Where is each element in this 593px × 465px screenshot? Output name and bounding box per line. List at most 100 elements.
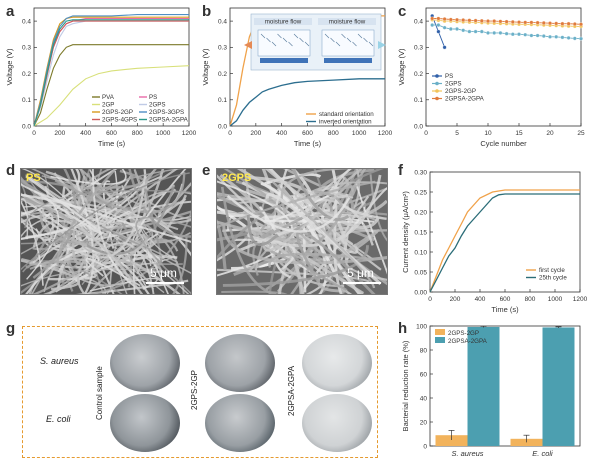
inset-device [257, 29, 311, 57]
x-tick-label: 800 [328, 130, 339, 137]
sem-fibers-2gps [217, 169, 387, 294]
data-point [461, 18, 466, 23]
legend-label: 2GPS [149, 102, 166, 109]
data-point [572, 22, 577, 26]
inset-molecule [266, 37, 271, 43]
data-point [473, 29, 478, 34]
dish-2gps-2gp-s-aureus [205, 334, 275, 392]
legend-label: 2GPSA-2GPA [448, 338, 488, 345]
data-point [572, 36, 577, 41]
inset-molecule [324, 33, 330, 39]
sem-tag-2gps: 2GPS [222, 172, 252, 184]
data-point [498, 19, 503, 24]
data-point [560, 35, 565, 40]
x-tick-label: 1000 [352, 130, 367, 137]
fiber [50, 169, 127, 185]
chart-f-current: 0 200 400 600 800 1000 1200 0.00 0.05 0.10 0.15 0.2… [401, 169, 588, 314]
data-point [442, 17, 447, 21]
fiber [136, 194, 188, 255]
data-point [498, 30, 503, 35]
x-tick-label: 600 [106, 130, 117, 137]
inset-arrow-right [378, 41, 386, 49]
legend-label: PS [445, 73, 453, 80]
sem-image-ps [20, 168, 192, 295]
fiber [254, 181, 387, 271]
x-tick-label: 400 [276, 130, 287, 137]
y-tick-label: 60 [420, 371, 428, 378]
fiber [226, 195, 351, 233]
y-tick-label: 0.4 [22, 18, 31, 25]
inset-molecule [357, 33, 363, 39]
fiber [341, 195, 370, 245]
data-point [517, 32, 521, 37]
fiber [369, 174, 387, 242]
data-point [492, 19, 497, 24]
fiber [217, 211, 268, 260]
col-label-control: Control sample [95, 366, 104, 420]
data-point [436, 29, 441, 34]
legend-label: 2GPSA-2GPA [445, 96, 485, 103]
inset-molecule [335, 41, 341, 47]
plot-frame [425, 7, 582, 127]
x-tick-label: 0 [32, 130, 36, 137]
panel-label-e: e [202, 162, 211, 179]
inset-schematic [244, 13, 386, 71]
x-tick-label: 400 [475, 296, 486, 303]
x-tick-label: 1200 [573, 296, 588, 303]
x-tick-label: 10 [484, 130, 492, 137]
col-label-2gps-2gp: 2GPS-2GP [190, 369, 199, 410]
fiber [333, 186, 343, 294]
y-tick-label: 0.20 [414, 209, 427, 216]
fiber [355, 183, 387, 275]
x-tick-label: 25 [577, 130, 585, 137]
row-label-e-coli: E. coli [46, 414, 71, 424]
fiber [21, 258, 107, 294]
y-tick-label: 40 [420, 395, 428, 402]
legend-label: 2GPS [445, 81, 462, 88]
fiber [217, 220, 296, 244]
inset-molecule [341, 33, 346, 39]
data-point [560, 21, 565, 26]
x-tick-label: 1200 [182, 130, 197, 137]
y-tick-label: 0.0 [414, 123, 423, 130]
data-point [523, 20, 528, 25]
fiber [247, 174, 382, 248]
data-point [455, 27, 459, 31]
fiber [246, 214, 279, 247]
bar [467, 326, 500, 446]
legend-label: 2GPS-2GP [445, 88, 476, 95]
series-line [429, 189, 580, 293]
data-point [566, 21, 571, 26]
fiber [56, 169, 116, 265]
data-point [517, 20, 521, 25]
x-axis-label: Time (s) [491, 305, 519, 314]
series-line [429, 193, 580, 293]
chart-b-voltage: 0 200 400 600 800 1000 1200 0.0 0.1 0.2 0.3 0.4 Time… [201, 7, 393, 148]
y-axis-label: Voltage (V) [201, 48, 210, 86]
legend-label: PS [149, 94, 157, 101]
data-point [510, 32, 515, 37]
y-tick-label: 80 [420, 347, 428, 354]
dish-2gps-2gp-e-coli [205, 394, 275, 452]
fiber [86, 186, 175, 255]
data-point [535, 20, 540, 25]
inset-label: moisture flow [329, 19, 366, 26]
fiber [71, 175, 92, 266]
fiber [222, 245, 369, 287]
y-tick-label: 0.3 [22, 45, 31, 52]
data-point [430, 16, 435, 21]
bar [542, 327, 575, 446]
y-axis-label: Voltage (V) [397, 48, 406, 86]
x-tick-label: 200 [450, 296, 461, 303]
fiber [252, 228, 380, 261]
inset-molecule [271, 41, 277, 47]
x-tick-label: 200 [250, 130, 261, 137]
y-axis-label: Current density (μA/cm²) [401, 191, 410, 273]
y-tick-label: 0.00 [414, 289, 427, 296]
y-tick-label: 0.3 [218, 45, 227, 52]
data-point [467, 18, 472, 23]
y-tick-label: 20 [420, 419, 428, 426]
data-point [504, 31, 509, 36]
data-point [442, 25, 447, 30]
series-line [33, 65, 190, 127]
